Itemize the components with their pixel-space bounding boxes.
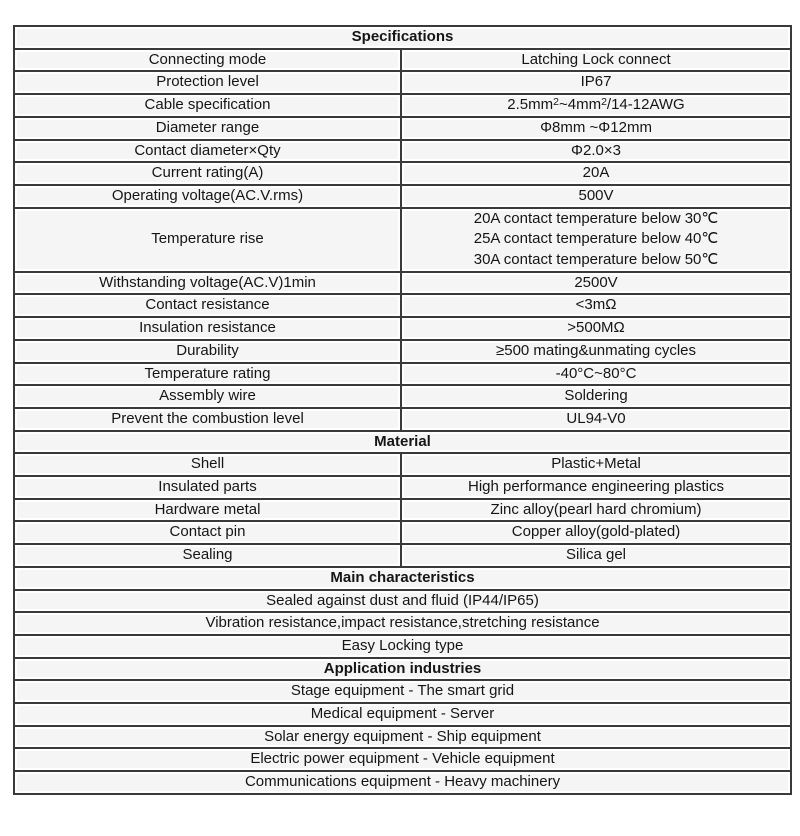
spec-value: ≥500 mating&unmating cycles — [399, 338, 793, 364]
spec-label: Contact diameter×Qty — [13, 138, 402, 164]
section-header-row: Material — [12, 429, 793, 455]
spec-label: Temperature rating — [13, 361, 402, 387]
characteristic-row: Easy Locking type — [12, 633, 793, 659]
section-title-main-characteristics: Main characteristics — [12, 565, 793, 591]
spec-row-durability: Durability ≥500 mating&unmating cycles — [13, 338, 793, 364]
spec-label: Withstanding voltage(AC.V)1min — [13, 270, 402, 296]
spec-value: IP67 — [399, 70, 793, 96]
temperature-rise-line: 25A contact temperature below 40℃ — [473, 230, 719, 248]
spec-row-protection-level: Protection level IP67 — [13, 70, 793, 96]
application-item: Stage equipment - The smart grid — [12, 679, 793, 705]
spec-label: Prevent the combustion level — [13, 406, 402, 432]
spec-value: <3mΩ — [399, 293, 793, 319]
characteristic-row: Vibration resistance,impact resistance,s… — [12, 611, 793, 636]
cable-spec-part: 2.5mm — [507, 96, 554, 114]
section-title-material: Material — [12, 429, 793, 455]
spec-value: 20A — [399, 161, 793, 186]
spec-value: 500V — [399, 183, 793, 209]
section-header-row: Main characteristics — [12, 565, 793, 591]
material-row-sealing: Sealing Silica gel — [13, 543, 793, 568]
spec-label: Current rating(A) — [13, 161, 402, 186]
spec-value: Copper alloy(gold-plated) — [399, 520, 793, 546]
spec-value: Φ2.0×3 — [399, 138, 793, 164]
spec-value: 2.5mm2~4mm2/14-12AWG — [399, 93, 793, 118]
spec-value: Soldering — [399, 384, 793, 409]
characteristic-item: Easy Locking type — [12, 633, 793, 659]
section-title-specifications: Specifications — [12, 25, 793, 50]
spec-value: UL94-V0 — [399, 406, 793, 432]
spec-row-current-rating: Current rating(A) 20A — [13, 161, 793, 186]
spec-value: 2500V — [399, 270, 793, 296]
spec-label: Operating voltage(AC.V.rms) — [13, 183, 402, 209]
material-row-contact-pin: Contact pin Copper alloy(gold-plated) — [13, 520, 793, 546]
application-item: Medical equipment - Server — [12, 702, 793, 727]
spec-value: >500MΩ — [399, 316, 793, 341]
spec-label: Temperature rise — [13, 206, 402, 273]
temperature-rise-line: 20A contact temperature below 30℃ — [473, 209, 719, 227]
application-row: Communications equipment - Heavy machine… — [12, 770, 793, 795]
spec-label: Sealing — [13, 543, 402, 568]
spec-row-temperature-rise: Temperature rise 20A contact temperature… — [13, 206, 793, 273]
spec-row-insulation-resistance: Insulation resistance >500MΩ — [13, 316, 793, 341]
spec-label: Insulated parts — [13, 475, 402, 500]
spec-label: Shell — [13, 452, 402, 478]
cable-spec-part: /14-12AWG — [606, 96, 685, 114]
material-row-insulated-parts: Insulated parts High performance enginee… — [13, 475, 793, 500]
spec-label: Insulation resistance — [13, 316, 402, 341]
application-row: Medical equipment - Server — [12, 702, 793, 727]
spec-value: High performance engineering plastics — [399, 475, 793, 500]
cable-spec-superscript: 2 — [601, 96, 607, 109]
spec-label: Durability — [13, 338, 402, 364]
material-row-shell: Shell Plastic+Metal — [13, 452, 793, 478]
spec-row-connecting-mode: Connecting mode Latching Lock connect — [13, 47, 793, 73]
temperature-rise-line: 30A contact temperature below 50℃ — [473, 251, 719, 268]
spec-label: Hardware metal — [13, 497, 402, 523]
spec-row-operating-voltage: Operating voltage(AC.V.rms) 500V — [13, 183, 793, 209]
application-row: Solar energy equipment - Ship equipment — [12, 724, 793, 750]
spec-label: Diameter range — [13, 115, 402, 141]
spec-value: Latching Lock connect — [399, 47, 793, 73]
spec-label: Cable specification — [13, 93, 402, 118]
spec-row-temperature-rating: Temperature rating -40°C~80°C — [13, 361, 793, 387]
application-row: Electric power equipment - Vehicle equip… — [12, 747, 793, 773]
spec-row-diameter-range: Diameter range Φ8mm ~Φ12mm — [13, 115, 793, 141]
spec-label: Protection level — [13, 70, 402, 96]
spec-value: Zinc alloy(pearl hard chromium) — [399, 497, 793, 523]
spec-value: 20A contact temperature below 30℃ 25A co… — [399, 206, 793, 273]
application-item: Electric power equipment - Vehicle equip… — [12, 747, 793, 773]
spec-row-combustion-level: Prevent the combustion level UL94-V0 — [13, 406, 793, 432]
cable-spec-superscript: 2 — [553, 96, 559, 109]
spec-label: Contact resistance — [13, 293, 402, 319]
application-item: Solar energy equipment - Ship equipment — [12, 724, 793, 750]
spec-row-cable-specification: Cable specification 2.5mm2~4mm2/14-12AWG — [13, 93, 793, 118]
spec-value: Plastic+Metal — [399, 452, 793, 478]
spec-value: Φ8mm ~Φ12mm — [399, 115, 793, 141]
spec-value: -40°C~80°C — [399, 361, 793, 387]
cable-spec-part: ~4mm — [558, 96, 602, 114]
section-header-row: Specifications — [12, 25, 793, 50]
application-item: Communications equipment - Heavy machine… — [12, 770, 793, 795]
spec-label: Contact pin — [13, 520, 402, 546]
spec-row-contact-resistance: Contact resistance <3mΩ — [13, 293, 793, 319]
spec-label: Connecting mode — [13, 47, 402, 73]
characteristic-row: Sealed against dust and fluid (IP44/IP65… — [12, 588, 793, 614]
characteristic-item: Vibration resistance,impact resistance,s… — [12, 611, 793, 636]
section-header-row: Application industries — [12, 656, 793, 682]
spec-row-withstanding-voltage: Withstanding voltage(AC.V)1min 2500V — [13, 270, 793, 296]
spec-value: Silica gel — [399, 543, 793, 568]
spec-row-assembly-wire: Assembly wire Soldering — [13, 384, 793, 409]
application-row: Stage equipment - The smart grid — [12, 679, 793, 705]
material-row-hardware-metal: Hardware metal Zinc alloy(pearl hard chr… — [13, 497, 793, 523]
characteristic-item: Sealed against dust and fluid (IP44/IP65… — [12, 588, 793, 614]
spec-row-contact-diameter-qty: Contact diameter×Qty Φ2.0×3 — [13, 138, 793, 164]
spec-label: Assembly wire — [13, 384, 402, 409]
product-specifications-table: Specifications Connecting mode Latching … — [12, 25, 793, 795]
section-title-application-industries: Application industries — [12, 656, 793, 682]
